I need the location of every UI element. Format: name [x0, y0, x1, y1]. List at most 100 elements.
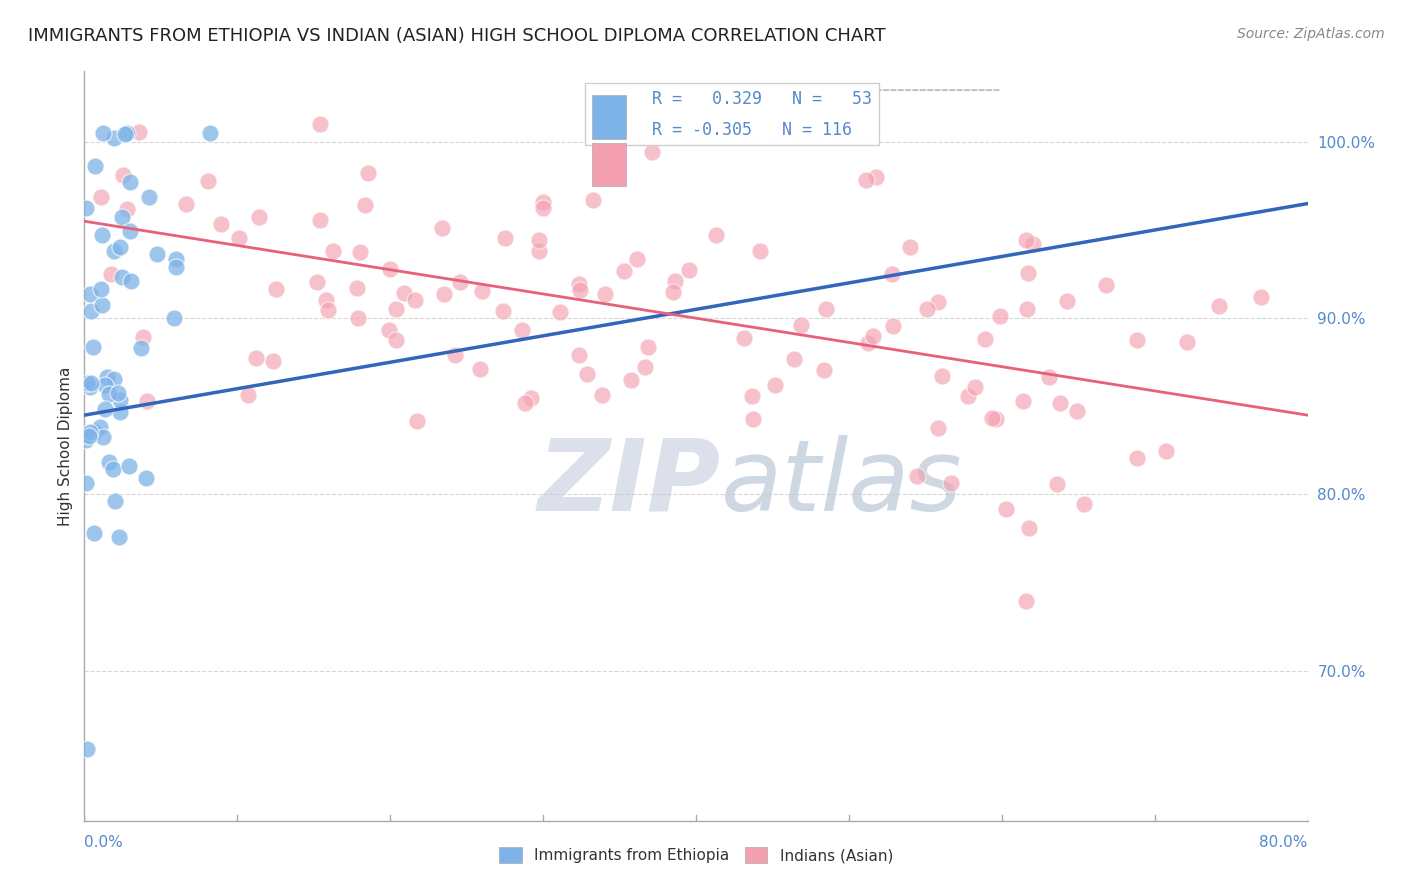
Point	[91, 126, 114, 140]
Point	[882, 267, 904, 281]
Point	[115, 202, 138, 216]
Point	[309, 117, 332, 131]
Point	[741, 389, 763, 403]
Point	[117, 126, 139, 140]
Point	[862, 328, 884, 343]
Legend: Immigrants from Ethiopia, Indians (Asian): Immigrants from Ethiopia, Indians (Asian…	[492, 841, 900, 869]
Text: atlas: atlas	[720, 435, 962, 532]
Point	[108, 405, 131, 419]
Point	[98, 387, 121, 401]
Point	[128, 124, 150, 138]
Point	[163, 311, 186, 326]
Point	[531, 195, 554, 210]
Point	[76, 376, 98, 391]
Point	[550, 304, 572, 318]
Point	[763, 377, 786, 392]
Point	[531, 201, 554, 215]
Point	[79, 303, 101, 318]
Point	[449, 275, 471, 289]
FancyBboxPatch shape	[592, 143, 626, 186]
Point	[394, 286, 416, 301]
Point	[90, 228, 112, 243]
Point	[247, 210, 270, 224]
Point	[576, 367, 599, 381]
Point	[664, 274, 686, 288]
Text: R =   0.329   N =   53
      R = -0.305   N = 116: R = 0.329 N = 53 R = -0.305 N = 116	[592, 90, 872, 138]
Point	[593, 286, 616, 301]
Point	[107, 385, 129, 400]
Point	[76, 741, 98, 756]
Point	[110, 392, 132, 407]
Point	[1154, 443, 1177, 458]
Point	[927, 294, 949, 309]
Point	[1066, 404, 1088, 418]
Point	[135, 471, 157, 485]
Point	[120, 274, 142, 288]
Point	[79, 379, 101, 393]
Point	[634, 359, 657, 374]
Point	[84, 425, 107, 440]
Point	[1022, 237, 1045, 252]
Point	[931, 369, 953, 384]
Point	[197, 174, 219, 188]
Point	[138, 190, 160, 204]
Point	[305, 276, 328, 290]
Point	[905, 469, 928, 483]
Point	[266, 282, 288, 296]
Point	[742, 412, 765, 426]
Point	[385, 301, 408, 316]
Point	[641, 145, 664, 159]
Point	[749, 244, 772, 258]
Point	[378, 323, 401, 337]
Point	[198, 126, 221, 140]
Point	[100, 267, 122, 281]
Point	[103, 372, 125, 386]
Point	[1017, 266, 1039, 280]
Point	[75, 428, 97, 442]
Point	[915, 302, 938, 317]
Point	[433, 287, 456, 301]
Point	[404, 293, 426, 307]
Point	[432, 221, 454, 235]
Point	[89, 419, 111, 434]
Point	[1056, 294, 1078, 309]
Point	[661, 285, 683, 299]
Point	[104, 494, 127, 508]
Point	[316, 302, 339, 317]
Point	[984, 412, 1007, 426]
Point	[83, 526, 105, 541]
Point	[568, 277, 591, 292]
Point	[132, 330, 155, 344]
Point	[110, 240, 132, 254]
Point	[637, 340, 659, 354]
Point	[494, 231, 516, 245]
FancyBboxPatch shape	[592, 95, 626, 139]
Point	[315, 293, 337, 307]
Point	[75, 201, 97, 215]
Point	[591, 388, 613, 402]
Point	[108, 530, 131, 544]
Point	[245, 351, 267, 365]
Point	[94, 377, 117, 392]
Point	[956, 388, 979, 402]
Point	[346, 310, 368, 325]
Point	[354, 198, 377, 212]
Point	[882, 319, 904, 334]
Point	[733, 330, 755, 344]
Point	[90, 190, 112, 204]
Point	[228, 231, 250, 245]
Point	[927, 421, 949, 435]
Text: IMMIGRANTS FROM ETHIOPIA VS INDIAN (ASIAN) HIGH SCHOOL DIPLOMA CORRELATION CHART: IMMIGRANTS FROM ETHIOPIA VS INDIAN (ASIA…	[28, 27, 886, 45]
Point	[101, 462, 124, 476]
Point	[79, 429, 101, 443]
Point	[471, 285, 494, 299]
Point	[443, 348, 465, 362]
Point	[80, 376, 103, 390]
Text: 80.0%: 80.0%	[1260, 835, 1308, 850]
Point	[135, 394, 157, 409]
Point	[90, 282, 112, 296]
Point	[582, 193, 605, 207]
Point	[120, 175, 142, 189]
Point	[83, 159, 105, 173]
Point	[1015, 593, 1038, 607]
